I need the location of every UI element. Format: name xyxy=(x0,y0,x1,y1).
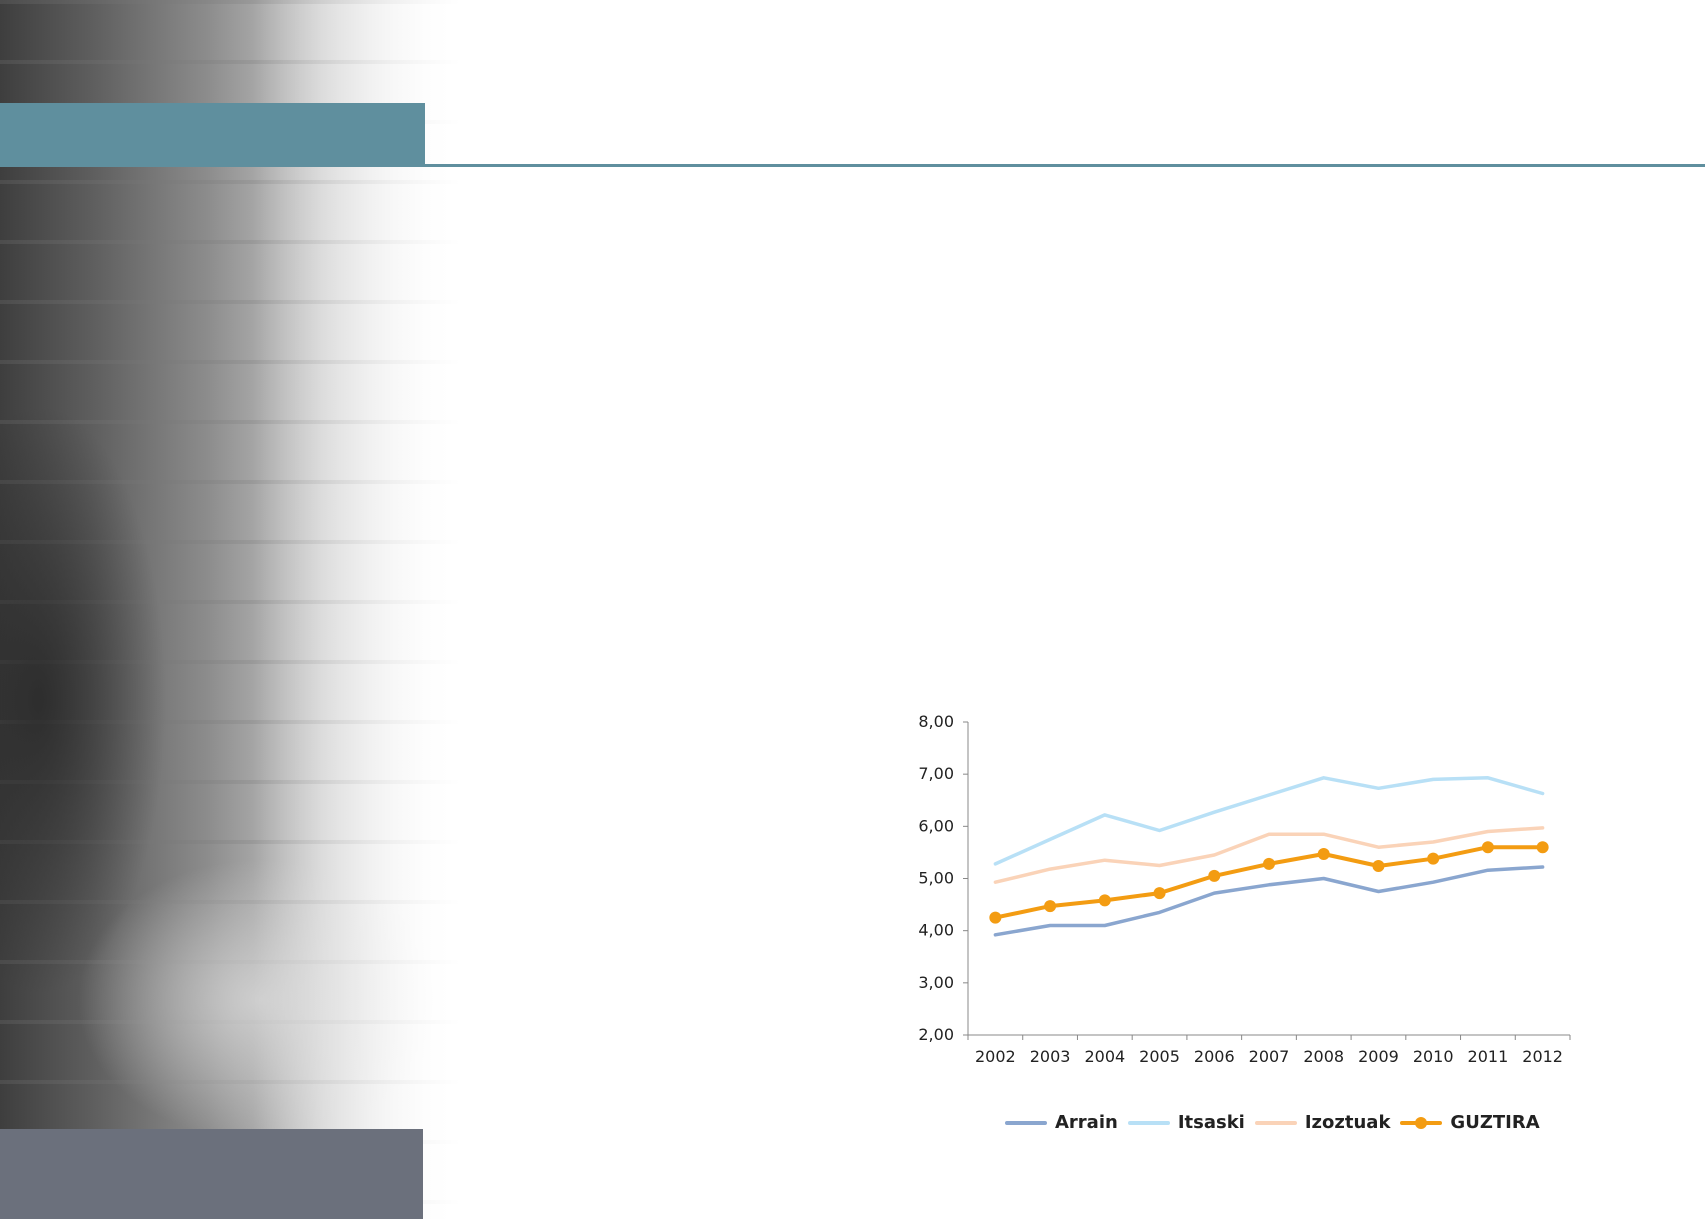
y-tick-label: 2,00 xyxy=(918,1025,954,1044)
x-tick-label: 2007 xyxy=(1249,1047,1290,1066)
chart-legend: Arrain Itsaski Izoztuak GUZTIRA xyxy=(1005,1112,1540,1133)
data-point-guztira xyxy=(1372,859,1385,872)
x-tick-label: 2005 xyxy=(1139,1047,1180,1066)
legend-swatch-itsaski xyxy=(1127,1116,1170,1130)
data-point-guztira xyxy=(1208,869,1221,882)
legend-label-itsaski: Itsaski xyxy=(1177,1112,1245,1133)
legend-label-guztira: GUZTIRA xyxy=(1450,1112,1540,1133)
series-line-izoztuak xyxy=(993,826,1545,884)
legend-swatch-arrain xyxy=(1005,1116,1047,1130)
data-point-guztira xyxy=(1263,857,1275,870)
legend-item-izoztuak: Izoztuak xyxy=(1254,1112,1391,1133)
data-point-guztira xyxy=(1536,841,1549,854)
header-rule xyxy=(425,164,1705,167)
title-band xyxy=(0,103,425,167)
legend-label-arrain: Arrain xyxy=(1055,1112,1118,1133)
legend-swatch-izoztuak xyxy=(1254,1116,1297,1130)
data-point-guztira xyxy=(1427,852,1440,865)
y-tick-label: 4,00 xyxy=(918,921,954,940)
legend-item-guztira: GUZTIRA xyxy=(1400,1112,1540,1133)
y-tick-label: 7,00 xyxy=(918,764,954,783)
x-tick-label: 2004 xyxy=(1084,1047,1125,1066)
x-tick-label: 2003 xyxy=(1030,1047,1071,1066)
x-tick-label: 2006 xyxy=(1194,1047,1235,1066)
background-photo-fade xyxy=(0,0,460,1219)
y-tick-label: 8,00 xyxy=(918,712,954,731)
y-tick-label: 5,00 xyxy=(918,869,954,888)
y-tick-label: 3,00 xyxy=(918,973,954,992)
data-point-guztira xyxy=(1153,887,1166,900)
x-tick-label: 2010 xyxy=(1413,1047,1454,1066)
line-chart: 2,00 3,00 4,00 5,00 6,00 7,00 8,00 2002 2003 2004… xyxy=(918,712,1571,1066)
data-point-guztira xyxy=(989,911,1002,924)
footer-band xyxy=(0,1129,423,1219)
y-tick-label: 6,00 xyxy=(918,816,954,835)
x-tick-label: 2008 xyxy=(1303,1047,1344,1066)
legend-label-izoztuak: Izoztuak xyxy=(1304,1112,1391,1133)
legend-item-arrain: Arrain xyxy=(1005,1112,1118,1133)
data-point-guztira xyxy=(1317,847,1330,860)
data-point-guztira xyxy=(1044,900,1057,913)
data-point-guztira xyxy=(1098,894,1111,907)
x-tick-label: 2011 xyxy=(1468,1047,1509,1066)
x-tick-label: 2009 xyxy=(1358,1047,1399,1066)
x-tick-label: 2012 xyxy=(1522,1047,1563,1066)
legend-swatch-guztira xyxy=(1400,1116,1443,1130)
series-line-guztira xyxy=(993,845,1545,920)
x-tick-label: 2002 xyxy=(975,1047,1016,1066)
legend-item-itsaski: Itsaski xyxy=(1127,1112,1245,1133)
series-line-itsaski xyxy=(993,776,1545,866)
series-line-arrain xyxy=(993,865,1545,937)
data-point-guztira xyxy=(1481,841,1494,854)
